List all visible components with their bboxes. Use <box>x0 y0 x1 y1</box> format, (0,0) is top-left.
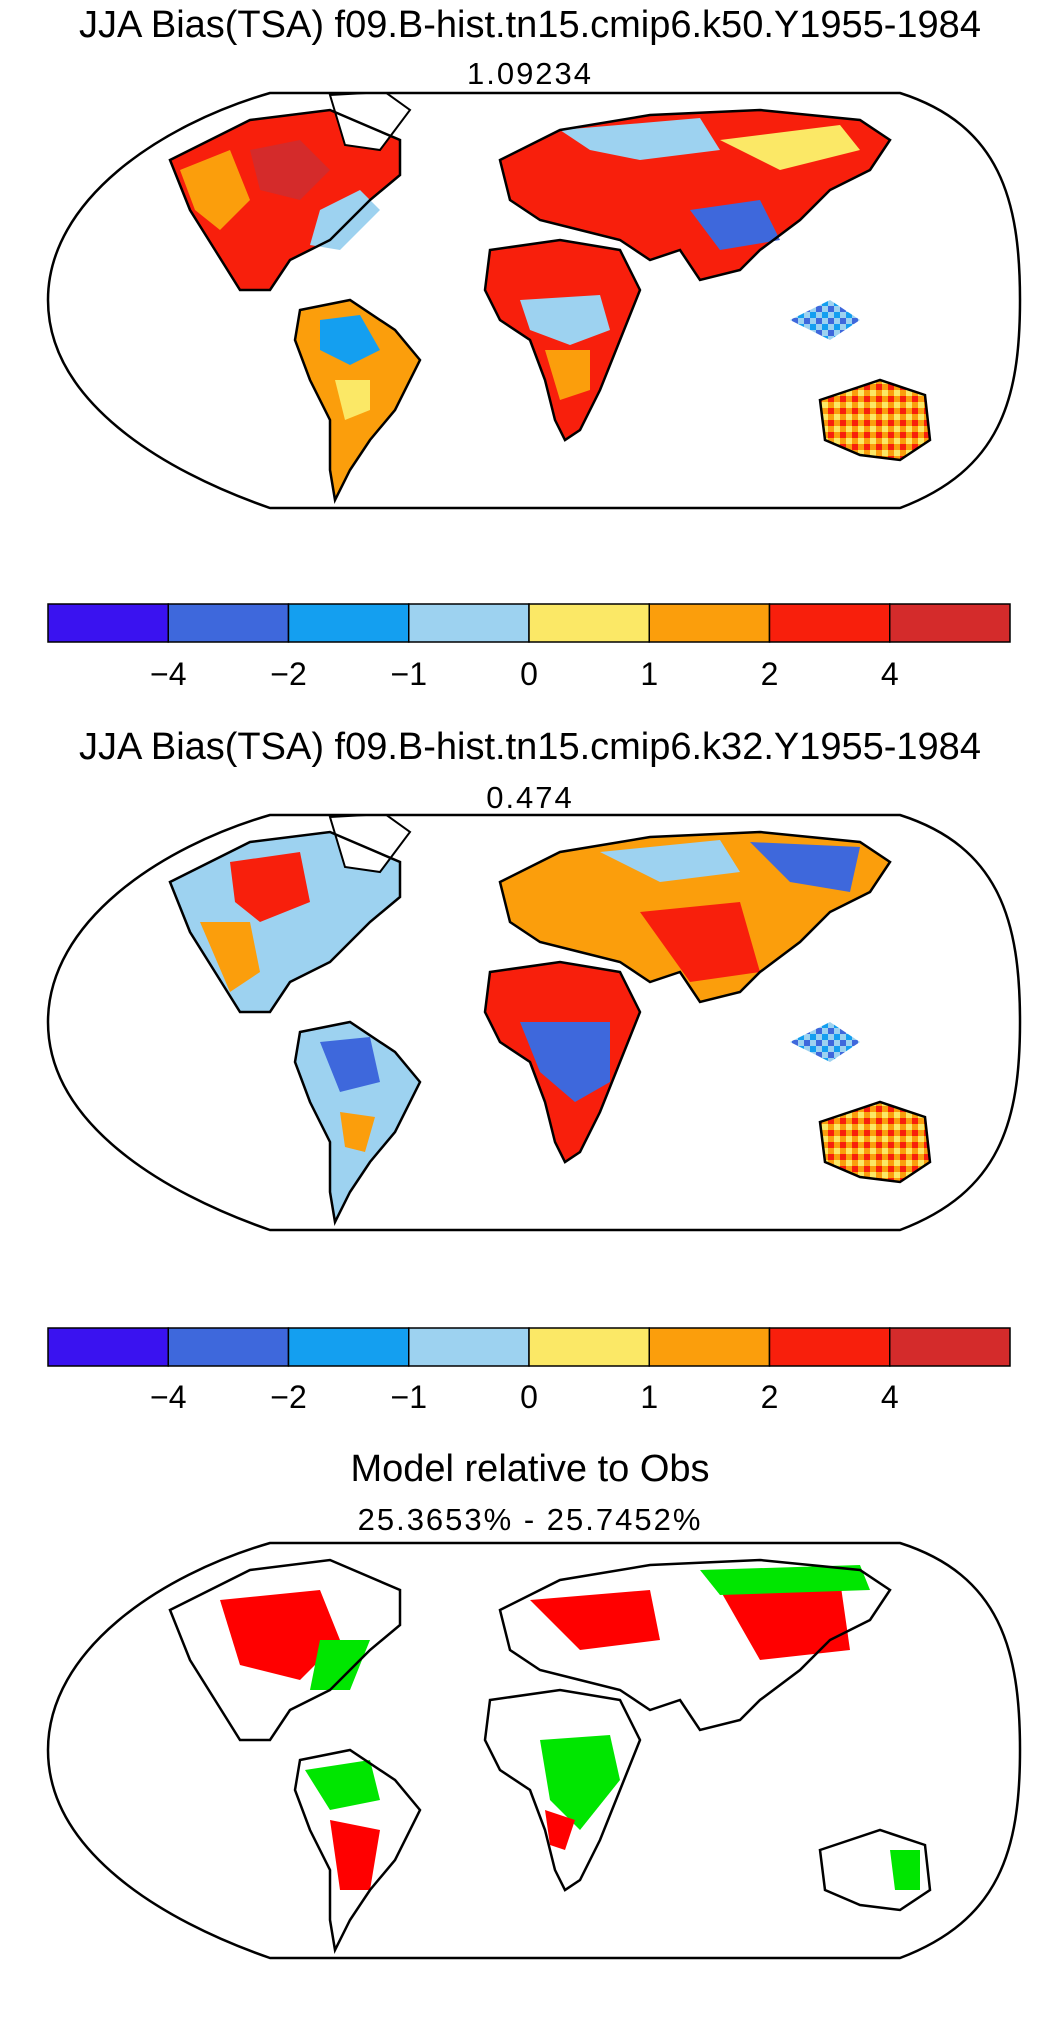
panel3-title: Model relative to Obs <box>350 1448 710 1490</box>
colorbar-swatch <box>528 603 650 643</box>
colorbar-tick-label: −1 <box>391 1379 427 1415</box>
panel2-colorbar: −4 −2 −1 0 1 2 4 <box>47 1327 1011 1415</box>
colorbar-swatch <box>408 1327 530 1367</box>
colorbar-tick-label: 4 <box>881 656 899 692</box>
panel3-land <box>170 1560 930 1950</box>
colorbar-tick-label: 2 <box>761 1379 779 1415</box>
colorbar-swatch <box>287 1327 410 1367</box>
colorbar-tick-label: −2 <box>270 1379 306 1415</box>
colorbar-tick-label: −2 <box>270 656 306 692</box>
red-region-north-america <box>220 1590 340 1680</box>
colorbar-swatch <box>408 603 530 643</box>
colorbar-swatch <box>287 603 410 643</box>
colorbar-swatch <box>889 603 1011 643</box>
red-region-south-america <box>330 1820 380 1890</box>
panel2-value: 0.474 <box>486 780 574 815</box>
panel2-map <box>46 813 1022 1232</box>
panel3-value: 25.3653% - 25.7452% <box>357 1502 703 1537</box>
red-region-europe <box>530 1590 660 1650</box>
antarctica <box>260 540 900 590</box>
colorbar-swatch <box>768 1327 891 1367</box>
colorbar-swatch <box>47 1327 169 1367</box>
colorbar-tick-label: 1 <box>640 656 658 692</box>
green-region-asia <box>700 1565 870 1595</box>
colorbar-tick-label: −1 <box>391 656 427 692</box>
colorbar-swatch <box>648 1327 771 1367</box>
panel2-title: JJA Bias(TSA) f09.B-hist.tn15.cmip6.k32.… <box>79 726 981 768</box>
panel1-title: JJA Bias(TSA) f09.B-hist.tn15.cmip6.k50.… <box>79 4 981 46</box>
green-region-africa <box>540 1735 620 1830</box>
colorbar-tick-label: 4 <box>881 1379 899 1415</box>
colorbar-swatch <box>768 603 891 643</box>
australia <box>820 380 930 460</box>
panel2-land <box>170 815 930 1222</box>
panel1-map <box>46 91 1022 590</box>
colorbar-tick-label: 0 <box>520 1379 538 1415</box>
colorbar-swatch <box>167 603 290 643</box>
colorbar-swatch <box>528 1327 650 1367</box>
colorbar-tick-label: −4 <box>150 656 186 692</box>
green-region-north-america <box>310 1640 370 1690</box>
colorbar-swatch <box>648 603 771 643</box>
colorbar-tick-label: 1 <box>640 1379 658 1415</box>
colorbar-swatch <box>47 603 169 643</box>
colorbar-swatch <box>167 1327 290 1367</box>
red-region-africa <box>545 1810 575 1850</box>
colorbar-swatch <box>889 1327 1011 1367</box>
panel1-land <box>170 93 930 590</box>
colorbar-tick-label: 0 <box>520 656 538 692</box>
colorbar-tick-label: −4 <box>150 1379 186 1415</box>
panel3-map <box>46 1541 1022 1960</box>
red-region-asia <box>720 1580 850 1660</box>
panel1-colorbar: −4 −2 −1 0 1 2 4 <box>47 603 1011 692</box>
green-region-south-america <box>305 1760 380 1810</box>
panel1-value: 1.09234 <box>466 56 594 91</box>
colorbar-tick-label: 2 <box>761 656 779 692</box>
